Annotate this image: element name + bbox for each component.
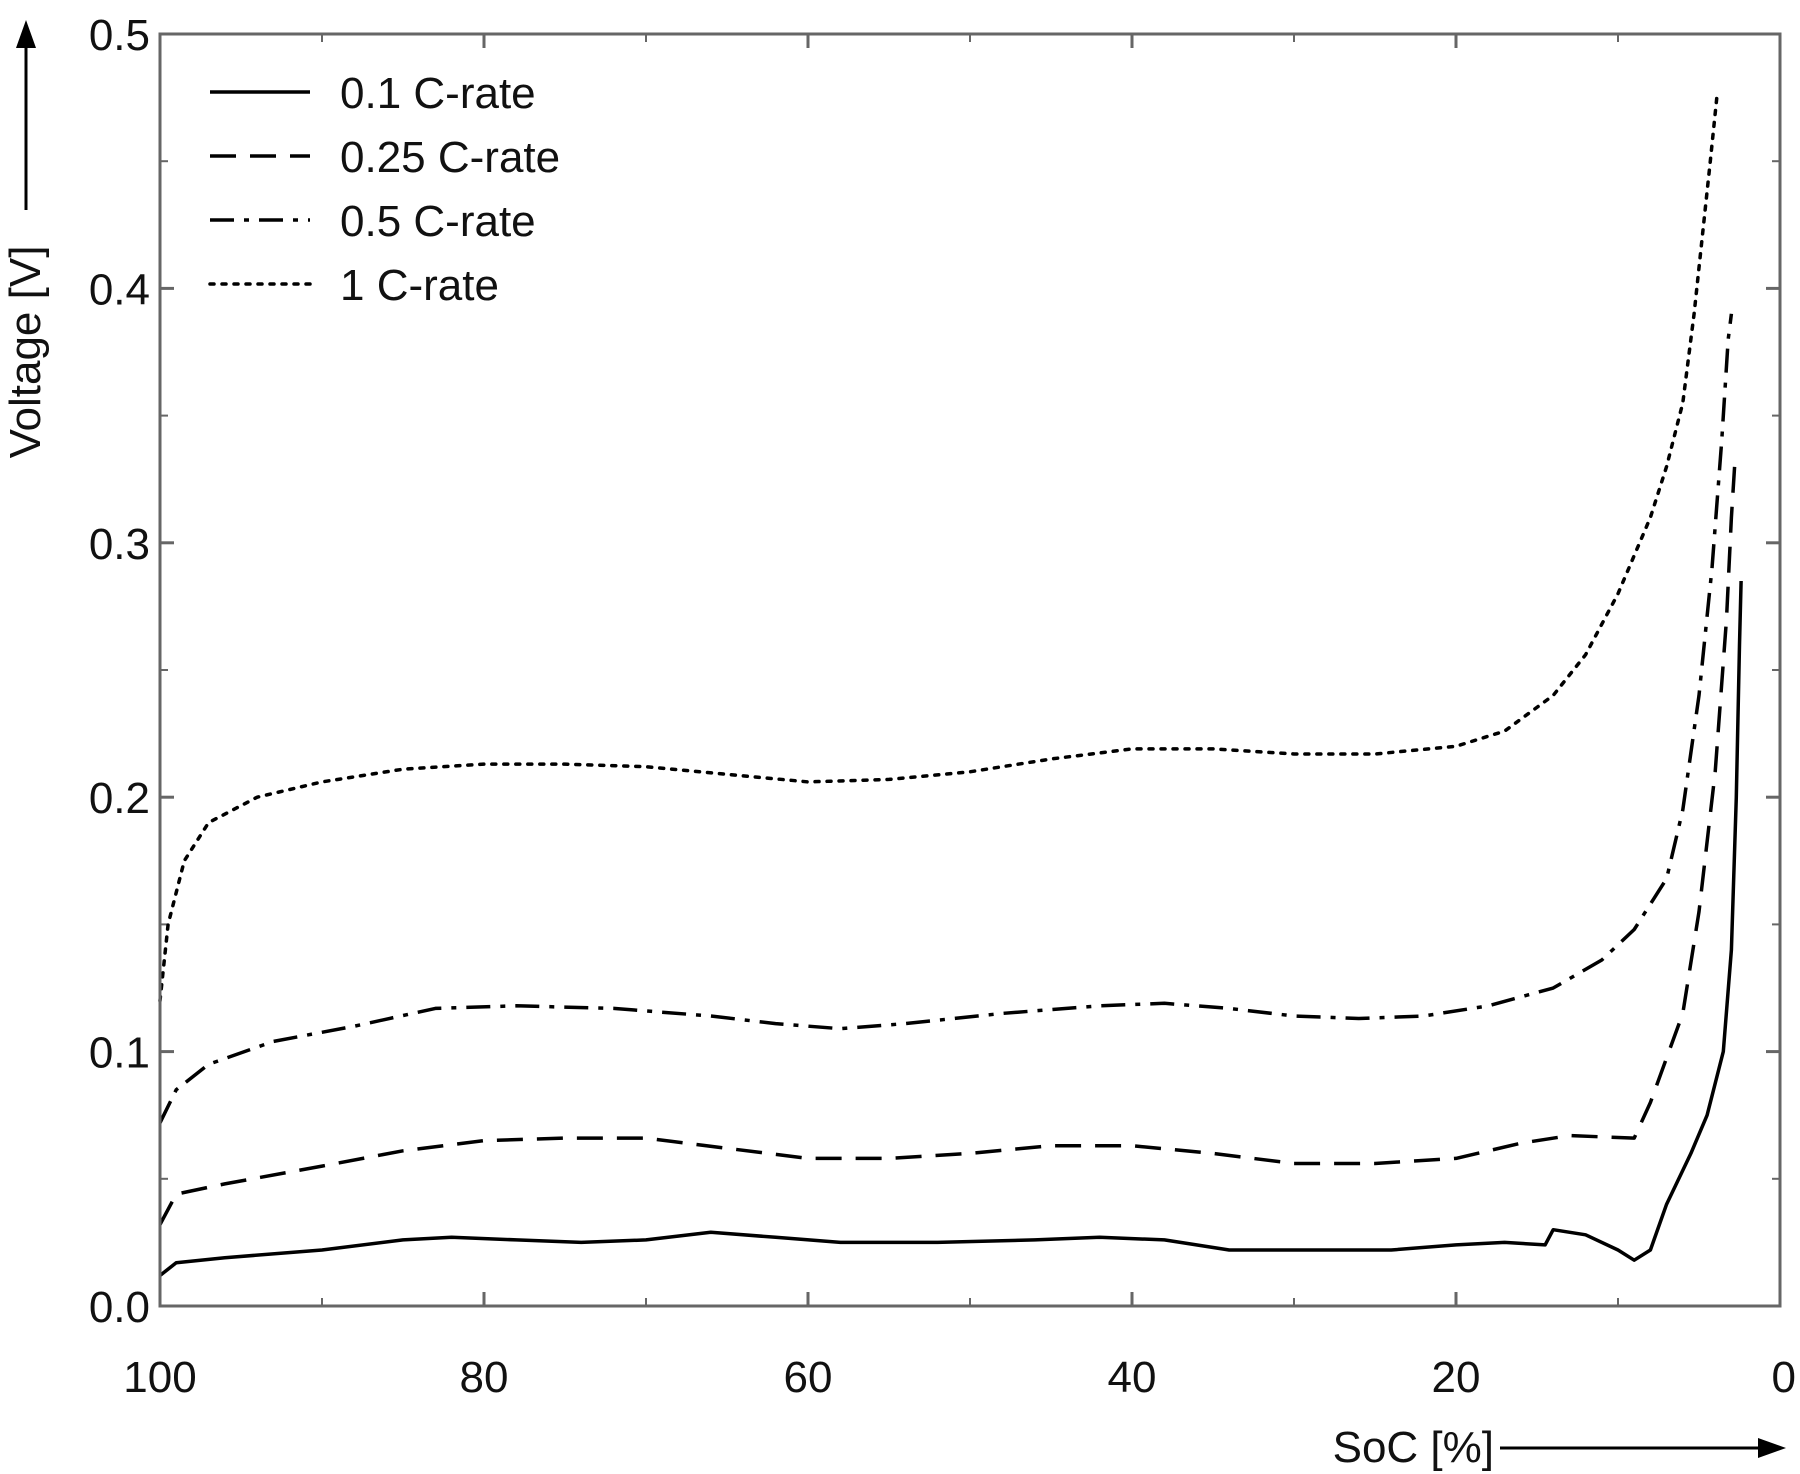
series-line-0-25-c-rate xyxy=(158,466,1737,1226)
x-axis-arrow-head-icon xyxy=(1758,1438,1786,1458)
x-axis-title: SoC [%] xyxy=(1333,1423,1494,1472)
series-line-0-1-c-rate xyxy=(158,580,1743,1277)
series-line-0-5-c-rate xyxy=(158,313,1734,1124)
legend-label: 0.1 C-rate xyxy=(340,69,536,118)
y-tick-label: 0.2 xyxy=(89,774,150,823)
series-line-1-c-rate xyxy=(158,95,1719,1003)
legend-label: 0.5 C-rate xyxy=(340,197,536,246)
x-tick-label: 100 xyxy=(123,1353,196,1402)
x-tick-label: 60 xyxy=(784,1353,833,1402)
y-tick-label: 0.3 xyxy=(89,520,150,569)
y-tick-label: 0.5 xyxy=(89,11,150,60)
legend-label: 0.25 C-rate xyxy=(340,133,560,182)
x-tick-label: 80 xyxy=(460,1353,509,1402)
y-tick-label: 0.1 xyxy=(89,1029,150,1078)
x-tick-label: 0 xyxy=(1772,1353,1796,1402)
plot-frame xyxy=(158,32,1782,1308)
y-axis-title: Voltage [V] xyxy=(1,246,50,459)
x-tick-label: 20 xyxy=(1432,1353,1481,1402)
series-lines xyxy=(158,95,1743,1277)
x-tick-labels: 100 80 60 40 20 0 xyxy=(123,1353,1796,1402)
x-tick-label: 40 xyxy=(1108,1353,1157,1402)
legend: 0.1 C-rate 0.25 C-rate 0.5 C-rate 1 C-rate xyxy=(208,69,560,310)
y-tick-labels: 0.0 0.1 0.2 0.3 0.4 0.5 xyxy=(89,11,150,1332)
y-axis-title-group: Voltage [V] xyxy=(1,20,50,458)
y-tick-label: 0.0 xyxy=(89,1283,150,1332)
x-axis-title-group: SoC [%] xyxy=(1333,1423,1786,1472)
legend-label: 1 C-rate xyxy=(340,261,499,310)
y-tick-label: 0.4 xyxy=(89,265,150,314)
y-axis-arrow-head-icon xyxy=(16,20,36,48)
